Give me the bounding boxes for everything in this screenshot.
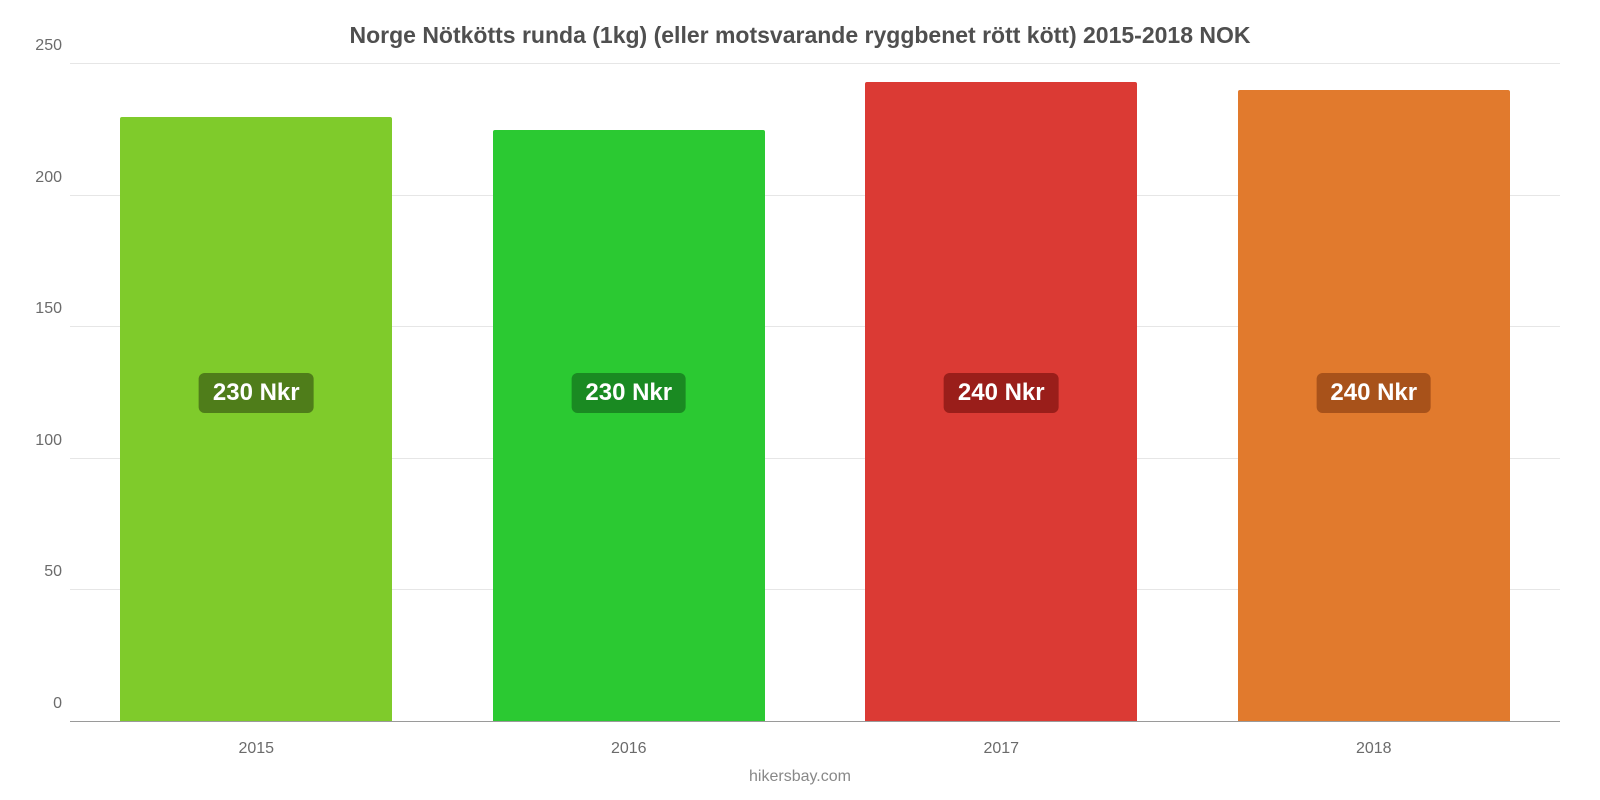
x-axis-label: 2015 [238,740,274,758]
chart-title: Norge Nötkötts runda (1kg) (eller motsva… [0,22,1600,49]
y-axis-label: 100 [18,432,62,450]
bar-slot: 240 Nkr2018 [1188,64,1561,722]
bar-slot: 240 Nkr2017 [815,64,1188,722]
bar [493,130,765,722]
value-badge: 230 Nkr [199,373,314,413]
value-badge: 230 Nkr [571,373,686,413]
chart-footer: hikersbay.com [0,768,1600,786]
y-axis-label: 200 [18,169,62,187]
value-badge: 240 Nkr [944,373,1059,413]
x-axis-line [70,721,1560,722]
bar-slot: 230 Nkr2015 [70,64,443,722]
bar-chart: Norge Nötkötts runda (1kg) (eller motsva… [0,0,1600,800]
x-axis-label: 2016 [611,740,647,758]
x-axis-label: 2017 [983,740,1019,758]
x-axis-label: 2018 [1356,740,1392,758]
y-axis-label: 150 [18,300,62,318]
y-axis-label: 50 [18,563,62,581]
bar [120,117,392,722]
plot-area: 050100150200250 230 Nkr2015230 Nkr201624… [70,64,1560,722]
y-axis-label: 0 [18,695,62,713]
bar-slot: 230 Nkr2016 [443,64,816,722]
bars-container: 230 Nkr2015230 Nkr2016240 Nkr2017240 Nkr… [70,64,1560,722]
y-axis-label: 250 [18,37,62,55]
value-badge: 240 Nkr [1316,373,1431,413]
